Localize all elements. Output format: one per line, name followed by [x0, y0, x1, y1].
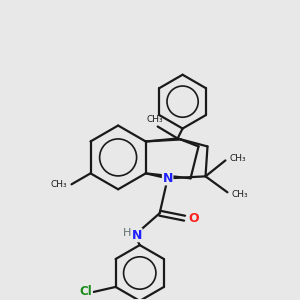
- Text: CH₃: CH₃: [231, 190, 248, 199]
- Text: O: O: [188, 212, 199, 225]
- Text: CH₃: CH₃: [230, 154, 246, 163]
- Text: CH₃: CH₃: [51, 180, 68, 189]
- Text: CH₃: CH₃: [146, 115, 163, 124]
- Text: N: N: [132, 229, 142, 242]
- Text: N: N: [163, 172, 173, 185]
- Text: H: H: [123, 228, 131, 238]
- Text: Cl: Cl: [79, 285, 92, 298]
